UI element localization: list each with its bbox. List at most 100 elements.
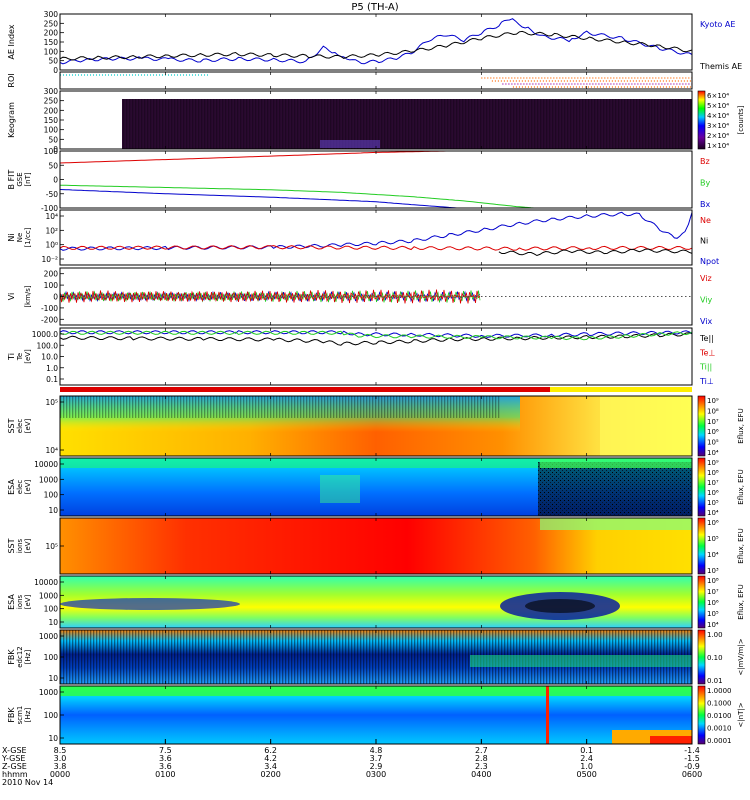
ylabel-ae: AE Index [7,24,16,59]
cbtick-fbk_b: 0.0001 [707,737,732,745]
cbtick-sst_e: 10⁵ [707,439,719,447]
legend-ae-1: Themis AE [699,62,742,71]
cbtick-fbk_b: 0.0010 [707,725,732,733]
panel-frame-density [59,209,693,266]
cbtick-fbk_b: 0.0100 [707,712,732,720]
cblabel-esa_i: Eflux, EFU [737,584,745,619]
cbtick-fbk_e: 0.10 [707,654,723,662]
yunit-temperature: [eV] [24,349,32,364]
xrow-label-1: Y-GSE [1,754,25,763]
ytick-esa_e: 100 [44,491,59,500]
cblabel-sst_e: Eflux, EFU [737,408,745,443]
ytick-keogram: 300 [44,87,59,96]
cbtick-sst_e: 10⁶ [707,428,719,436]
ytick-ae: 100 [44,47,59,56]
legend-bfit-1: By [700,179,710,188]
xrow-1-5: 2.4 [580,754,593,763]
cblabel-sst_i: Eflux, EFU [737,528,745,563]
cbtick-esa_i: 10⁵ [707,610,719,618]
xrow-1-3: 3.7 [370,754,383,763]
legend-temperature-2: Ti|| [699,363,712,372]
legend-temperature-0: Te|| [699,334,714,343]
ytick-ae: 200 [44,29,59,38]
xtick-5: 0500 [576,770,596,779]
ysublabel-esa_e: elec [16,480,24,495]
cbtick-sst_e: 10⁸ [707,407,719,415]
yunit-sst_i: [eV] [24,538,32,553]
xrow-2-0: 3.8 [54,762,67,771]
ytick-temperature: 1.0 [46,364,58,373]
ylabel-roi: ROI [7,73,16,87]
ytick-bfit: 50 [48,161,58,170]
ytick-density: 10² [45,226,58,235]
xrow-2-4: 2.3 [475,762,488,771]
xrow-1-1: 3.6 [159,754,172,763]
cbtick-keogram: 5×10⁴ [707,102,729,110]
colorbar-esa_i [697,575,706,629]
legend-velocity-1: Viy [700,296,713,305]
yunit-velocity: [km/s] [24,285,32,308]
ytick-temperature: 1000.0 [32,330,58,339]
xrow-1-0: 3.0 [54,754,67,763]
series-temperature-0 [59,332,693,346]
xrow-0-6: -1.4 [684,746,700,755]
xrow-label-2: Z-GSE [2,762,27,771]
xtick-4: 0400 [471,770,491,779]
legend-density-0: Ne [700,216,711,225]
ytick-keogram: 100 [44,126,59,135]
xrow-2-3: 2.9 [370,762,383,771]
ytick-temperature: 100.0 [37,341,59,350]
legend-bfit-2: Bx [700,200,710,209]
ysublabel-bfit: GSE [16,172,24,186]
ylabel-esa_i: ESA [7,594,16,610]
ylabel-temperature: Ti [7,353,16,361]
ytick-sst_i: 10⁵ [45,542,58,551]
cbtick-sst_i: 10⁶ [707,519,719,527]
colorbar-fbk_b [697,685,706,745]
ytick-ae: 250 [44,19,59,28]
cbtick-esa_e: 10⁸ [707,469,719,477]
ylabel-fbk_e: FBK [7,649,16,665]
yunit-sst_e: [eV] [24,418,32,433]
ylabel-sst_i: SST [7,538,16,553]
ytick-velocity: 0 [53,293,58,302]
ytick-keogram: 150 [44,116,59,125]
xrow-2-5: 1.0 [580,762,593,771]
ytick-keogram: 50 [48,135,58,144]
xtick-6: 0600 [682,770,702,779]
series-temperature-2 [59,330,693,341]
ytick-esa_e: 10000 [34,460,58,469]
ytick-density: 10⁻² [41,255,58,264]
legend-ae-0: Kyoto AE [700,20,735,29]
ytick-fbk_e: 1000 [39,632,58,641]
colorbar-fbk_e [697,629,706,685]
ysublabel-sst_e: elec [16,419,24,434]
ysublabel-fbk_b: scm1 [16,706,24,725]
xrow-1-2: 4.2 [264,754,277,763]
xtick-0: 0000 [50,770,70,779]
legend-temperature-3: Ti⊥ [699,377,714,386]
legend-bfit-0: Bz [700,157,710,166]
series-density-0 [59,211,693,251]
ytick-fbk_b: 10 [48,734,58,743]
ytick-fbk_e: 100 [44,653,59,662]
yunit-bfit: [nT] [24,172,32,186]
cbtick-keogram: 4×10⁴ [707,112,729,120]
series-density-2 [498,248,693,257]
xtick-2: 0200 [260,770,280,779]
ysublabel-esa_i: ions [16,594,24,609]
ytick-keogram: 250 [44,97,59,106]
ytick-ae: 300 [44,10,59,19]
ylabel-bfit: B FIT [7,169,16,189]
cbtick-keogram: 2×10⁴ [707,132,729,140]
xrow-2-1: 3.6 [159,762,172,771]
series-bfit-2 [59,189,457,209]
cbtick-esa_i: 10⁴ [707,621,719,629]
ytick-ae: 50 [48,57,58,66]
xrow-0-4: 2.7 [475,746,488,755]
ytick-ae: 0 [53,66,58,75]
ytick-velocity: -100 [41,304,58,313]
yunit-fbk_e: [Hz] [24,650,32,665]
cblabel-esa_e: Eflux, EFU [737,469,745,504]
cbtick-keogram: 6×10⁴ [707,92,729,100]
